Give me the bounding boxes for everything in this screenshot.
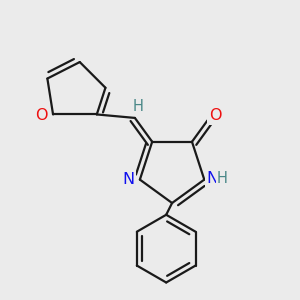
Text: N: N — [206, 171, 219, 186]
Text: O: O — [36, 108, 48, 123]
Text: H: H — [132, 99, 143, 114]
Text: N: N — [123, 172, 135, 187]
Text: H: H — [217, 171, 228, 186]
Text: O: O — [209, 108, 221, 123]
